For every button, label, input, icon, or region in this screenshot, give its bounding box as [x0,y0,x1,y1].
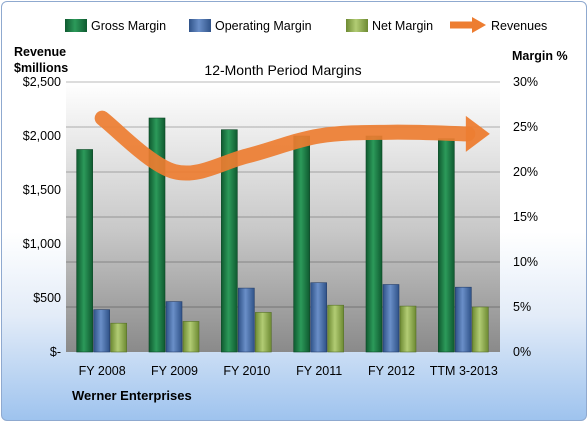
y-left-tick-label: $1,500 [23,183,61,197]
legend-swatch-operating [189,19,211,32]
revenue-line [94,110,490,181]
bar-operating-margin [165,301,183,353]
x-tick-label: FY 2009 [151,364,198,378]
bar-operating-margin [238,287,255,353]
legend: Gross Margin Operating Margin Net Margin… [65,17,547,33]
y-left-title-line1: Revenue [14,45,66,59]
y-right-tick-label: 15% [513,210,538,224]
bar-operating-margin [93,309,110,353]
chart-title: 12-Month Period Margins [204,62,361,78]
y-right-title: Margin % [512,49,568,63]
legend-swatch-gross [65,19,87,32]
y-right-tick-label: 30% [513,75,538,89]
y-right-tick-label: 0% [513,345,531,359]
company-name: Werner Enterprises [72,388,192,403]
bar-operating-margin [455,286,472,353]
x-ticks: FY 2008 FY 2009 FY 2010 FY 2011 FY 2012 TTM 3… [79,364,498,378]
bar-net-margin [472,306,489,353]
legend-label-revenues: Revenues [491,19,547,33]
y-left-ticks: $- $500 $1,000 $1,500 $2,000 $2,500 [23,75,61,359]
bar-gross-margin [438,138,455,353]
y-right-tick-label: 5% [513,300,531,314]
x-tick-label: FY 2008 [79,364,126,378]
bar-net-margin [182,321,200,353]
bar-gross-margin [76,149,93,353]
bar-net-margin [327,304,344,353]
y-left-tick-label: $2,500 [23,75,61,89]
bar-operating-margin [382,284,400,353]
x-tick-label: FY 2012 [368,364,415,378]
x-tick-label: FY 2011 [296,364,342,378]
bar-gross-margin [221,129,238,353]
bar-operating-margin [310,282,327,353]
revenue-line-path [94,110,476,181]
y-left-tick-label: $1,000 [23,237,61,251]
y-right-tick-label: 25% [513,120,538,134]
bar-net-margin [255,312,272,353]
y-left-title-line2: $millions [14,61,68,75]
y-right-tick-label: 20% [513,165,538,179]
legend-label-gross: Gross Margin [91,19,166,33]
legend-label-net: Net Margin [372,19,433,33]
y-right-tick-label: 10% [513,255,538,269]
x-tick-label: FY 2010 [223,364,270,378]
bar-gross-margin [293,135,310,353]
legend-label-operating: Operating Margin [215,19,312,33]
bar-gross-margin [365,135,383,353]
bar-net-margin [399,305,417,353]
y-left-tick-label: $2,000 [23,129,61,143]
y-left-tick-label: $500 [33,291,61,305]
x-tick-label: TTM 3-2013 [430,364,498,378]
revenue-line-arrowhead [465,115,490,152]
y-left-tick-label: $- [50,345,61,359]
bars [76,117,489,353]
bar-gross-margin [148,117,166,353]
bar-net-margin [110,322,127,353]
y-right-ticks: 0% 5% 10% 15% 20% 25% 30% [513,75,538,359]
legend-arrowhead-revenues [472,17,486,33]
legend-swatch-net [346,19,368,32]
